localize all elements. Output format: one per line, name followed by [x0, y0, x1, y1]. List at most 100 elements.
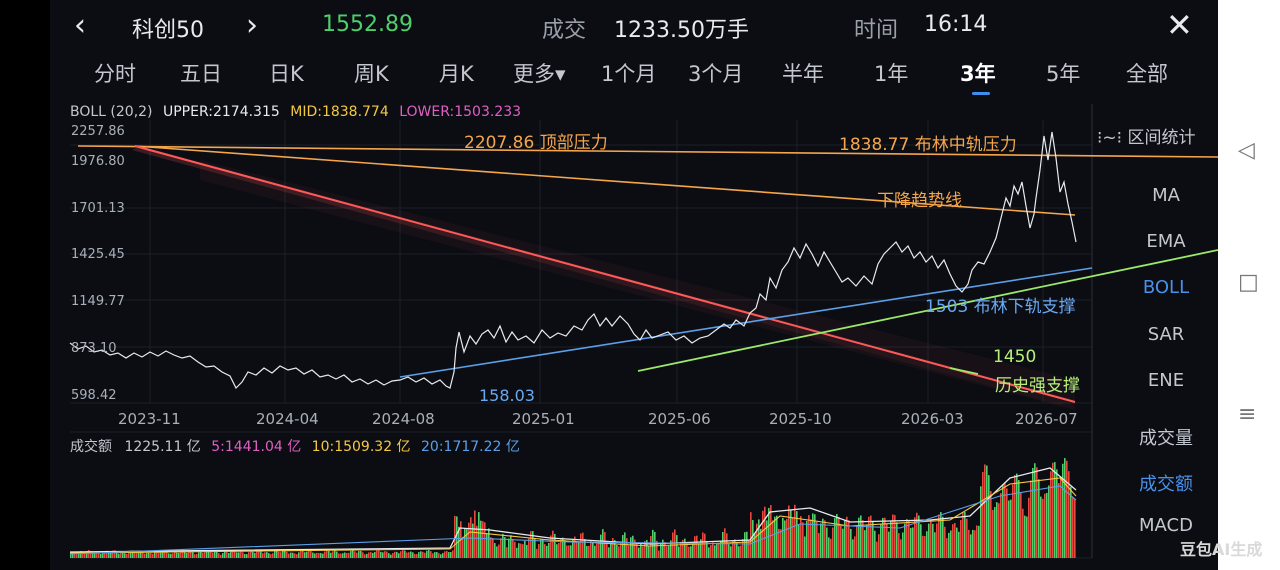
indicator-ema[interactable]: EMA	[1146, 231, 1186, 252]
tab-more[interactable]: 更多▾	[513, 62, 566, 86]
amount-bar	[912, 527, 914, 558]
close-icon[interactable]: ✕	[1166, 6, 1193, 44]
amount-bar	[400, 551, 402, 558]
amount-bar	[980, 486, 982, 558]
tab-daily-k[interactable]: 日K	[269, 62, 304, 86]
amount-bar	[730, 546, 732, 558]
indicator-volume[interactable]: 成交量	[1139, 428, 1193, 449]
amount-bar	[610, 541, 612, 558]
tab-6m[interactable]: 半年	[782, 62, 824, 86]
nav-back-icon[interactable]: ◁	[1238, 138, 1255, 163]
amount-bar	[998, 503, 1000, 558]
amount-bar	[982, 471, 984, 558]
amount-bar	[178, 552, 180, 558]
amount-bar	[840, 525, 842, 558]
amount-bar	[776, 515, 778, 558]
amount-bar	[738, 546, 740, 558]
amount-bar	[812, 513, 814, 558]
tab-fenshi[interactable]: 分时	[94, 62, 136, 86]
amount-bar	[306, 551, 308, 558]
amount-bar	[580, 533, 582, 558]
amount-bar	[936, 523, 938, 558]
amount-bar	[382, 552, 384, 558]
amount-bar	[468, 522, 470, 558]
amount-bar	[586, 546, 588, 558]
amount-bar	[512, 538, 514, 558]
nav-home-icon[interactable]: □	[1238, 270, 1259, 295]
amount-bar	[986, 465, 988, 558]
tab-1m[interactable]: 1个月	[601, 62, 657, 86]
boll-upper: UPPER:2174.315	[162, 104, 280, 120]
amount-bar	[832, 527, 834, 558]
range-stat-button[interactable]: ⁝~⁝ 区间统计	[1097, 123, 1195, 148]
amount-bar	[548, 542, 550, 558]
amount-bar	[272, 553, 274, 558]
amount-bar	[240, 551, 242, 558]
amount-bar	[134, 552, 136, 558]
range-stat-icon: ⁝~⁝	[1097, 128, 1128, 148]
amount-bar	[1066, 460, 1068, 558]
amount-bar	[948, 532, 950, 558]
amount-bar	[112, 550, 114, 558]
amount-bar	[758, 519, 760, 558]
amount-bar	[348, 552, 350, 558]
indicator-ma[interactable]: MA	[1152, 185, 1180, 206]
amount-bar	[494, 543, 496, 558]
amount-bar	[616, 544, 618, 558]
tab-3y[interactable]: 3年	[960, 62, 996, 86]
amount-bar	[120, 552, 122, 558]
amount-bar	[920, 524, 922, 558]
amount-bar	[144, 553, 146, 558]
amount-bar	[1022, 508, 1024, 558]
amount-bar	[702, 532, 704, 558]
tab-5y[interactable]: 5年	[1046, 62, 1081, 86]
indicator-boll[interactable]: BOLL	[1142, 277, 1190, 298]
tab-monthly-k[interactable]: 月K	[439, 62, 474, 86]
amount-bar	[898, 533, 900, 558]
tab-five-day[interactable]: 五日	[180, 62, 222, 86]
indicator-macd[interactable]: MACD	[1139, 515, 1193, 536]
amount-bar	[80, 551, 82, 558]
nav-menu-icon[interactable]: ≡	[1238, 402, 1257, 427]
amount-bar	[1032, 467, 1034, 558]
tab-3m[interactable]: 3个月	[688, 62, 744, 86]
amount-bar	[450, 552, 452, 558]
amount-bar	[940, 511, 942, 558]
amount-bar	[690, 546, 692, 558]
indicator-ene[interactable]: ENE	[1147, 370, 1185, 391]
amount-bar	[464, 528, 466, 558]
amount-bar	[510, 535, 512, 558]
tab-weekly-k[interactable]: 周K	[354, 62, 389, 86]
amount-bar	[972, 529, 974, 558]
amount-bar	[528, 538, 530, 558]
amount-bar	[534, 538, 536, 558]
amount-bar	[666, 546, 668, 558]
indicator-amount[interactable]: 成交额	[1139, 474, 1193, 495]
amount-bar	[868, 516, 870, 558]
amount-bar	[992, 509, 994, 558]
amount-bar	[476, 525, 478, 558]
amount-bar	[94, 552, 96, 558]
amount-bar	[1056, 469, 1058, 558]
amount-bar	[1062, 463, 1064, 558]
boll-label: BOLL (20,2)	[70, 104, 153, 120]
chevron-right-icon[interactable]: ›	[246, 8, 258, 43]
kline-chart[interactable]	[50, 0, 1218, 570]
amount-bar	[90, 550, 92, 558]
amount-bar	[308, 550, 310, 558]
amount-bar	[176, 552, 178, 558]
amount-bar	[784, 520, 786, 558]
amount-bar	[390, 554, 392, 558]
tab-all[interactable]: 全部	[1126, 62, 1168, 86]
indicator-sar[interactable]: SAR	[1147, 324, 1185, 345]
amount-bar	[124, 553, 126, 558]
tab-1y[interactable]: 1年	[874, 62, 909, 86]
amount-bar	[692, 542, 694, 558]
amount-bar	[698, 543, 700, 558]
boll-mid-pressure-label: 1838.77 布林中轨压力	[839, 135, 1017, 155]
amount-bar	[838, 516, 840, 558]
top-pressure-label: 2207.86 顶部压力	[464, 133, 608, 153]
chevron-left-icon[interactable]: ‹	[74, 8, 86, 43]
amount-bar	[346, 552, 348, 558]
amount-bar	[188, 551, 190, 558]
